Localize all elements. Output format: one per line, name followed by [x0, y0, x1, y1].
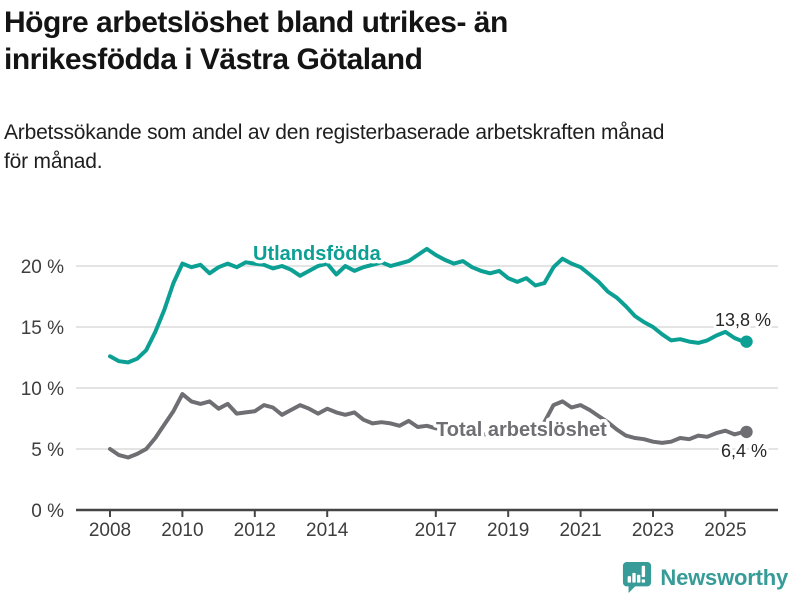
x-axis-tick-label: 2025: [704, 520, 746, 541]
x-axis-tick-label: 2010: [161, 520, 203, 541]
y-axis-tick-label: 0 %: [31, 501, 64, 522]
series-end-dot: [740, 425, 753, 439]
series-line-total-arbetsl-shet: [108, 392, 746, 460]
series-label-total: Total arbetslöshet: [436, 419, 607, 441]
newsworthy-logo-link[interactable]: Newsworthy: [622, 561, 788, 594]
y-axis-tick-label: 20 %: [21, 257, 64, 278]
y-axis-tick-label: 5 %: [31, 440, 64, 461]
end-value-label-total: 6,4 %: [721, 441, 767, 461]
series-line-utlandsf-dda: [108, 246, 746, 365]
x-axis-tick-label: 2012: [234, 520, 276, 541]
series-label-utlandsfodda: Utlandsfödda: [253, 243, 382, 265]
y-axis-tick-label: 10 %: [21, 379, 64, 400]
chart-header: Högre arbetslöshet bland utrikes- än inr…: [4, 4, 796, 173]
chart-subtitle: Arbetssökande som andel av den registerb…: [4, 121, 665, 173]
x-axis-tick-label: 2017: [415, 520, 457, 541]
x-axis-tick-label: 2023: [632, 520, 674, 541]
brand-name: Newsworthy: [660, 564, 788, 590]
series-end-dot: [740, 335, 753, 348]
x-axis-tick-label: 2008: [89, 520, 131, 541]
end-value-label-utlandsfodda: 13,8 %: [715, 310, 771, 330]
chart-plot-area: 0 % 5 % 10 % 15 % 20 % 2008 2010 2012 2014 2017 20…: [21, 246, 778, 541]
x-axis-tick-label: 2019: [487, 520, 529, 541]
bar-chart-glyph: [628, 565, 646, 583]
x-axis-tick-label: 2014: [306, 520, 349, 541]
newsworthy-icon: [623, 562, 652, 593]
x-axis-tick-label: 2021: [559, 520, 601, 541]
page-title: Högre arbetslöshet bland utrikes- än inr…: [4, 6, 508, 76]
y-axis-tick-label: 15 %: [21, 318, 64, 339]
